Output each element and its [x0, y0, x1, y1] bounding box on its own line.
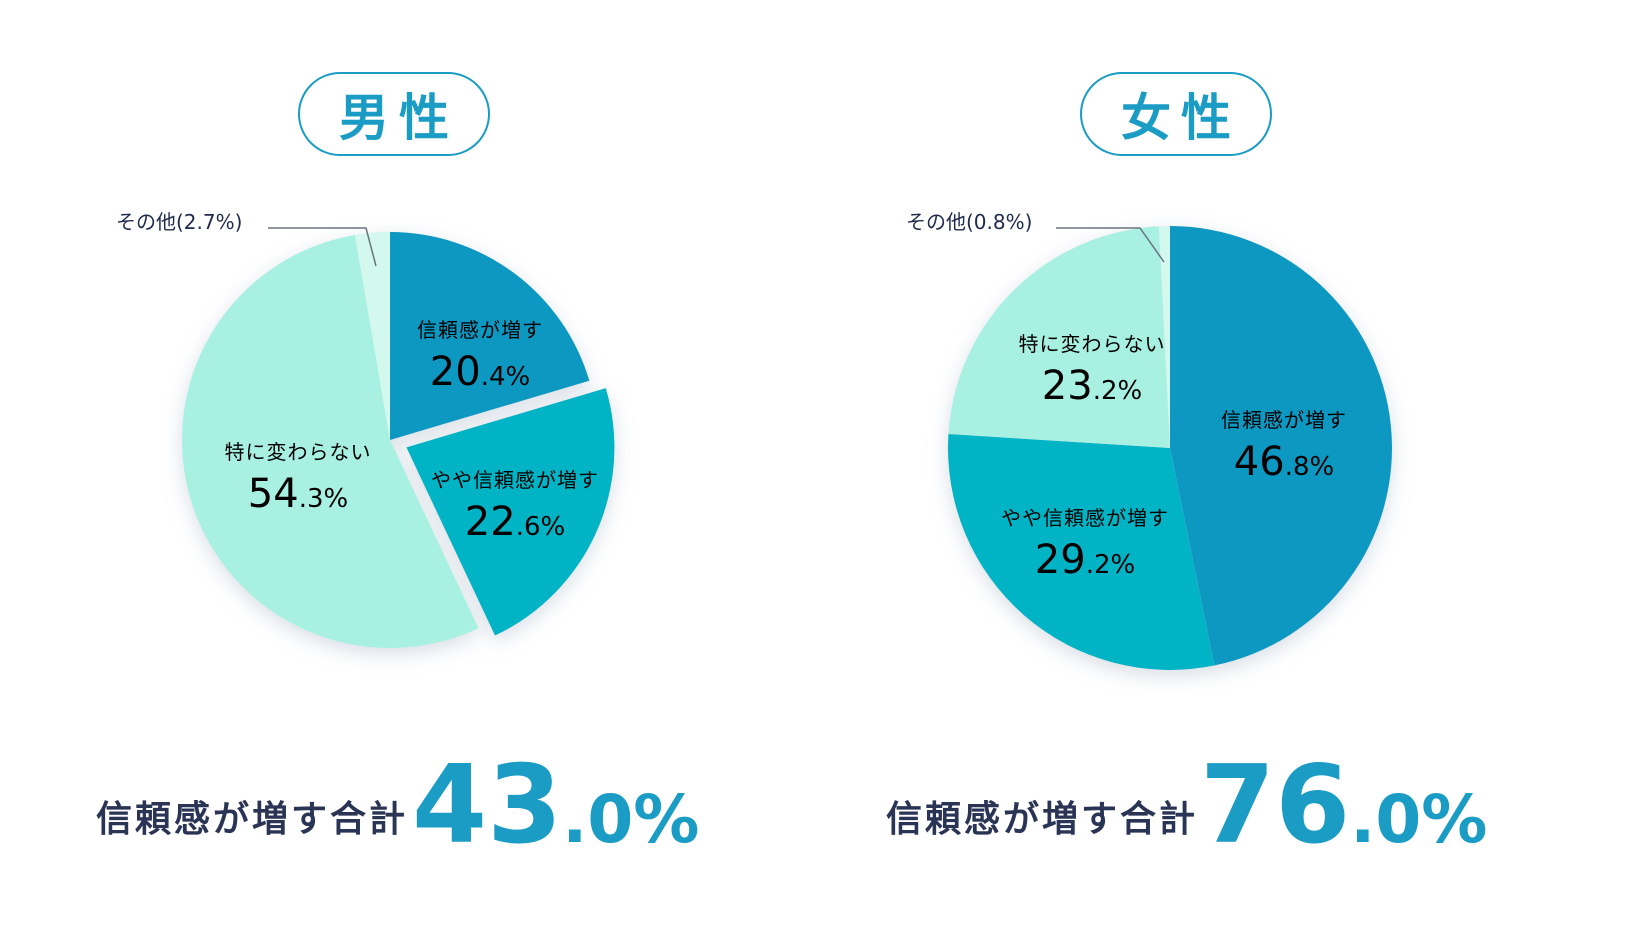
slice-category-label: 信頼感が増す [417, 318, 543, 342]
slice-value-label: 46.8% [1233, 439, 1335, 485]
slice-no-change [182, 234, 479, 648]
pie-panel-male: 男性 その他(2.7%) 信頼感が増す 20.4% やや信頼感が増す 22.6%… [96, 72, 700, 868]
slice-label-slight-trust-up-female: やや信頼感が増す 29.2% [990, 502, 1180, 583]
other-label-male: その他(2.7%) [116, 210, 243, 234]
slice-category-label: やや信頼感が増す [431, 468, 599, 492]
slice-category-label: 信頼感が増す [1221, 408, 1347, 432]
slice-category-label: 特に変わらない [1018, 332, 1166, 356]
slice-label-trust-up-male: 信頼感が増す 20.4% [400, 314, 560, 395]
slice-other [354, 232, 390, 440]
slice-label-no-change-female: 特に変わらない 23.2% [1004, 328, 1180, 409]
other-leader-line [268, 227, 377, 267]
slice-label-no-change-male: 特に変わらない 54.3% [210, 436, 386, 517]
other-label-female: その他(0.8%) [906, 210, 1033, 234]
slice-value-label: 20.4% [429, 349, 531, 395]
slice-trust-up [390, 232, 590, 440]
slice-label-trust-up-female: 信頼感が増す 46.8% [1204, 404, 1364, 485]
pie-chart-female [948, 225, 1393, 671]
slice-value-label: 22.6% [464, 499, 566, 545]
chart-title-female: 女性 [1080, 72, 1272, 156]
slice-value-label: 29.2% [1034, 537, 1136, 583]
slice-no-change [948, 226, 1170, 448]
slice-category-label: やや信頼感が増す [1001, 506, 1169, 530]
slice-value-label: 54.3% [247, 471, 349, 517]
total-value-male: 43.0% [412, 743, 700, 868]
slice-value-label: 23.2% [1041, 363, 1143, 409]
pie-slices [948, 225, 1393, 671]
total-label-female: 信頼感が増す合計 [886, 799, 1199, 840]
slice-category-label: 特に変わらない [224, 440, 372, 464]
pie-panel-female: 女性 その他(0.8%) 信頼感が増す 46.8% やや信頼感が増す 29.2%… [824, 0, 1648, 928]
slice-slight-trust-up [948, 434, 1215, 671]
slice-label-slight-trust-up-male: やや信頼感が増す 22.6% [420, 464, 610, 545]
other-leader-line [1056, 227, 1165, 263]
total-label-male: 信頼感が増す合計 [96, 799, 409, 840]
pie-slices [182, 232, 615, 648]
slice-trust-up [1170, 225, 1393, 666]
chart-title-male: 男性 [298, 72, 490, 156]
slice-other [1158, 226, 1170, 448]
slice-slight-trust-up [406, 388, 615, 636]
total-value-female: 76.0% [1200, 743, 1488, 868]
pie-chart-male [182, 227, 615, 648]
